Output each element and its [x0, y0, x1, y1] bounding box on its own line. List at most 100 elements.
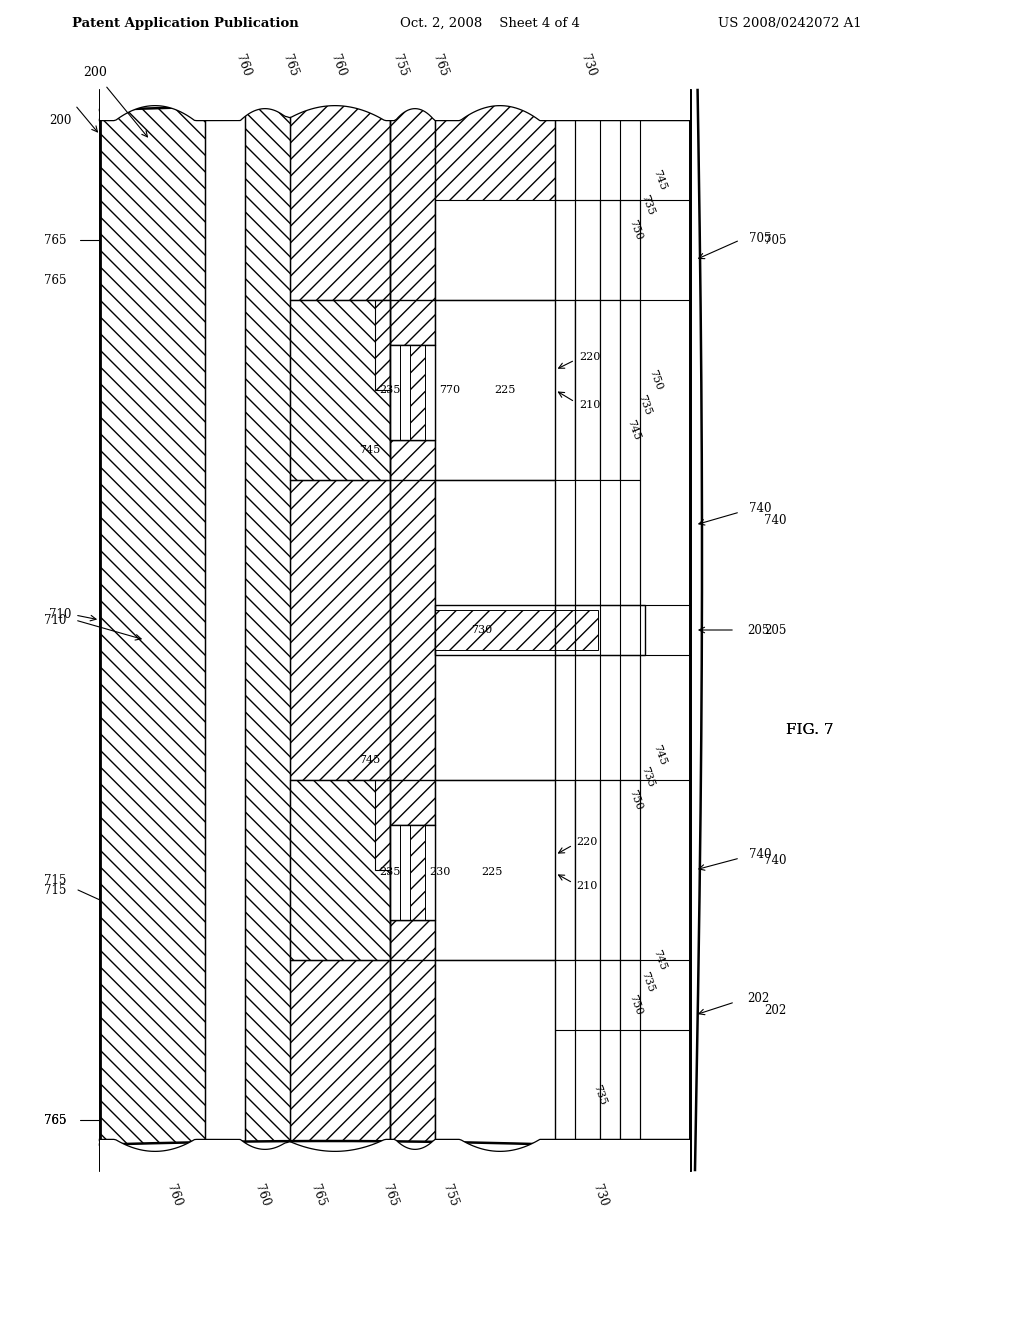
Text: 755: 755 [390, 53, 410, 78]
Bar [390, 345, 400, 440]
Bar [400, 825, 410, 920]
Text: 750: 750 [628, 218, 644, 242]
Text: 735: 735 [592, 1084, 608, 1106]
Bar [620, 960, 640, 1170]
Text: 210: 210 [577, 880, 598, 891]
Bar [290, 90, 390, 300]
Bar [390, 345, 435, 440]
Text: 715: 715 [44, 883, 67, 896]
Bar [575, 300, 600, 480]
Bar [375, 300, 390, 389]
Text: 765: 765 [44, 234, 67, 247]
Text: 202: 202 [746, 991, 769, 1005]
Bar [575, 780, 600, 960]
Bar [435, 90, 555, 300]
Polygon shape [100, 1140, 690, 1180]
Bar [435, 605, 645, 655]
Text: 760: 760 [328, 53, 348, 78]
Bar [245, 90, 290, 1170]
Bar [600, 201, 620, 300]
Text: 235: 235 [379, 867, 400, 876]
Text: 755: 755 [440, 1183, 460, 1208]
Text: FIG. 7: FIG. 7 [786, 723, 834, 737]
Text: 745: 745 [651, 948, 669, 972]
Bar [600, 960, 620, 1170]
Bar [390, 825, 435, 920]
Bar [100, 90, 690, 1170]
Text: 225: 225 [495, 385, 516, 395]
Text: 715: 715 [44, 874, 67, 887]
Text: 735: 735 [640, 970, 656, 994]
Polygon shape [100, 81, 690, 120]
Text: 765: 765 [44, 1114, 67, 1126]
Bar [435, 960, 555, 1170]
Bar [100, 90, 205, 1170]
Text: 710: 710 [44, 614, 67, 627]
Text: 210: 210 [580, 400, 601, 411]
Text: 765: 765 [280, 53, 300, 78]
Bar [290, 780, 390, 960]
Text: FIG. 7: FIG. 7 [786, 723, 834, 737]
Text: 745: 745 [651, 169, 669, 191]
Text: 750: 750 [628, 788, 644, 812]
Text: 220: 220 [577, 837, 598, 847]
Text: 710: 710 [49, 609, 72, 622]
Text: 760: 760 [252, 1183, 272, 1208]
Text: 735: 735 [637, 393, 653, 417]
Text: 202: 202 [764, 1003, 786, 1016]
Text: 200: 200 [83, 66, 106, 78]
Bar [620, 300, 640, 480]
Text: 730: 730 [590, 1183, 610, 1208]
Text: 770: 770 [439, 385, 461, 395]
Text: Patent Application Publication: Patent Application Publication [72, 17, 298, 30]
Text: 205: 205 [746, 623, 769, 636]
Bar [410, 825, 425, 920]
Bar [620, 201, 640, 300]
Polygon shape [695, 90, 750, 1170]
Text: 745: 745 [651, 743, 669, 767]
Text: 730: 730 [471, 624, 493, 635]
Text: 765: 765 [44, 273, 67, 286]
Text: 740: 740 [749, 847, 771, 861]
Bar [435, 960, 600, 1170]
Text: 225: 225 [481, 867, 503, 876]
Text: 230: 230 [429, 867, 451, 876]
Text: 735: 735 [640, 193, 656, 216]
Bar [290, 960, 390, 1170]
Bar [620, 780, 640, 960]
Text: 745: 745 [359, 445, 381, 455]
Text: 745: 745 [626, 418, 642, 442]
Bar [435, 480, 640, 780]
Bar [600, 300, 620, 480]
Text: 730: 730 [578, 53, 598, 78]
Text: 205: 205 [764, 623, 786, 636]
Bar [400, 345, 410, 440]
Polygon shape [100, 70, 690, 110]
Text: 760: 760 [233, 53, 253, 78]
Text: 740: 740 [764, 513, 786, 527]
Bar [410, 345, 425, 440]
Bar [425, 825, 435, 920]
Bar [435, 300, 575, 480]
Text: 760: 760 [164, 1183, 184, 1208]
Text: 740: 740 [749, 502, 771, 515]
Text: 750: 750 [647, 368, 665, 392]
Bar [435, 610, 598, 649]
Bar [290, 480, 390, 780]
Text: 765: 765 [308, 1183, 328, 1208]
Polygon shape [100, 1140, 690, 1191]
Bar [375, 780, 390, 870]
Text: 235: 235 [379, 385, 400, 395]
Text: US 2008/0242072 A1: US 2008/0242072 A1 [718, 17, 862, 30]
Bar [600, 780, 620, 960]
Text: 705: 705 [749, 231, 771, 244]
Bar [390, 90, 435, 1170]
Text: Oct. 2, 2008    Sheet 4 of 4: Oct. 2, 2008 Sheet 4 of 4 [400, 17, 580, 30]
Bar [425, 345, 435, 440]
Bar [435, 201, 600, 300]
Text: 200: 200 [49, 114, 72, 127]
Text: 740: 740 [764, 854, 786, 866]
Bar [390, 825, 400, 920]
Text: 735: 735 [640, 766, 656, 788]
Text: 745: 745 [359, 755, 381, 766]
